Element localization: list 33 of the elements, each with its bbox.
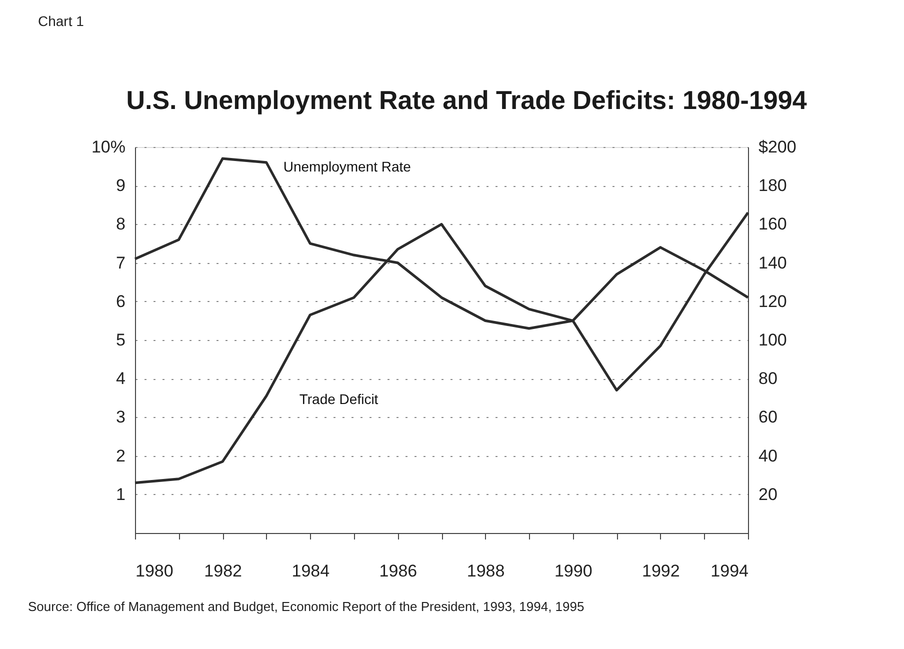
x-tick-label: 1984	[292, 562, 330, 580]
y-tick-label: 6	[116, 292, 126, 311]
y2-tick-label: 140	[758, 253, 787, 272]
y-tick-label: 7	[116, 253, 126, 272]
x-tick-label: 1980	[136, 562, 174, 580]
y-tick-label: 10%	[91, 138, 126, 156]
series-label: Trade Deficit	[299, 390, 378, 407]
x-tick-label: 1982	[204, 562, 242, 580]
y-tick-label: 4	[116, 369, 126, 388]
y-tick-label: 1	[116, 484, 126, 504]
chart-title: U.S. Unemployment Rate and Trade Deficits: 1980-1994	[126, 85, 808, 115]
y2-tick-label: 40	[758, 446, 778, 466]
y-tick-label: 5	[116, 330, 126, 350]
x-tick-label: 1988	[466, 562, 505, 580]
x-tick-label: 1992	[642, 562, 680, 580]
caption: Chart 1	[38, 13, 84, 29]
y-tick-label: 8	[116, 214, 126, 234]
y2-tick-label: 80	[758, 369, 778, 388]
y2-tick-label: 20	[758, 484, 778, 504]
series-label: Unemployment Rate	[283, 158, 412, 174]
x-tick-label: 1994	[710, 562, 748, 580]
y2-tick-label: $200	[758, 138, 796, 156]
y2-tick-label: 180	[758, 176, 787, 196]
y-tick-label: 2	[116, 446, 126, 466]
y2-tick-label: 160	[758, 214, 787, 234]
x-tick-label: 1990	[554, 562, 592, 580]
y2-tick-label: 100	[758, 330, 787, 350]
x-tick-label: 1986	[379, 562, 418, 580]
y2-tick-label: 60	[758, 408, 778, 427]
y-tick-label: 9	[116, 176, 126, 196]
y2-tick-label: 120	[758, 292, 787, 311]
y-tick-label: 3	[116, 408, 126, 427]
source-note: Source: Office of Management and Budget, Economic Report of the President, 1993, 1994, 1995	[28, 599, 584, 614]
